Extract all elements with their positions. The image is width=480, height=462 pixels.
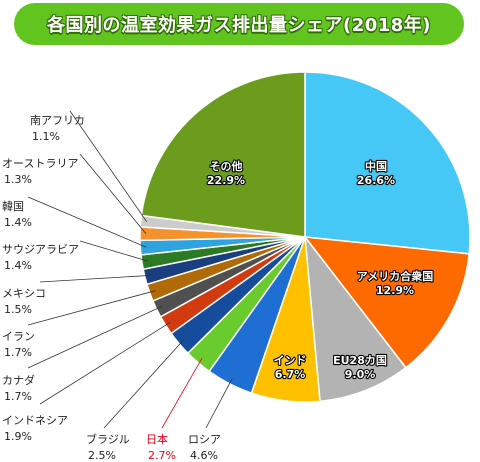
slice-value-canada: 1.7% bbox=[4, 390, 32, 403]
leader-line-japan bbox=[161, 357, 203, 429]
pie-slice-eu28 bbox=[304, 234, 407, 403]
leader-line-mexico bbox=[39, 274, 151, 283]
slice-value-others: 22.9% bbox=[207, 174, 245, 187]
slice-value-china: 26.6% bbox=[357, 174, 395, 187]
slice-value-iran: 1.7% bbox=[4, 346, 32, 359]
slice-value-korea: 1.4% bbox=[4, 216, 32, 229]
slice-value-russia: 4.6% bbox=[190, 449, 218, 462]
slice-label-mexico: メキシコ bbox=[2, 287, 46, 300]
slice-value-usa: 12.9% bbox=[376, 284, 414, 297]
slice-label-saudi-arabia: サウジアラビア bbox=[2, 243, 79, 256]
leader-line-iran bbox=[27, 290, 156, 326]
pie-slice-usa bbox=[303, 236, 470, 369]
slice-label-indonesia: インドネシア bbox=[2, 414, 68, 427]
pie-slice-china bbox=[304, 71, 471, 255]
slice-value-saudi-arabia: 1.4% bbox=[4, 259, 32, 272]
slice-label-china: 中国 bbox=[365, 159, 387, 173]
pie-slices bbox=[139, 71, 471, 403]
slice-value-eu28: 9.0% bbox=[345, 368, 376, 381]
leader-line-australia bbox=[79, 153, 147, 235]
slice-label-india: インド bbox=[274, 354, 307, 367]
slice-value-indonesia: 1.9% bbox=[4, 430, 32, 443]
leader-line-canada bbox=[27, 305, 163, 369]
leader-lines bbox=[27, 110, 233, 429]
slice-value-india: 6.7% bbox=[275, 368, 306, 381]
slice-label-iran: イラン bbox=[2, 330, 35, 343]
slice-label-russia: ロシア bbox=[188, 433, 221, 446]
leader-line-korea bbox=[27, 196, 147, 248]
chart-title-bar: 各国別の温室効果ガス排出量シェア(2018年) bbox=[14, 3, 464, 45]
slice-label-korea: 韓国 bbox=[2, 200, 24, 213]
slice-label-australia: オーストラリア bbox=[2, 157, 78, 170]
slice-label-canada: カナダ bbox=[2, 373, 35, 387]
chart-title: 各国別の温室効果ガス排出量シェア(2018年) bbox=[46, 15, 432, 36]
slice-value-mexico: 1.5% bbox=[4, 303, 32, 316]
slice-value-brazil: 2.5% bbox=[88, 449, 116, 462]
leader-line-brazil bbox=[103, 339, 184, 429]
slice-label-others: その他 bbox=[210, 159, 243, 173]
slice-value-south-africa: 1.1% bbox=[32, 130, 60, 143]
pie-slice-others bbox=[140, 71, 306, 238]
leader-line-saudi-arabia bbox=[79, 240, 148, 262]
slice-label-eu28: EU28カ国 bbox=[333, 354, 387, 367]
leader-line-indonesia bbox=[39, 321, 171, 405]
slice-label-japan: 日本 bbox=[146, 432, 168, 446]
slice-value-australia: 1.3% bbox=[4, 173, 32, 186]
slice-label-usa: アメリカ合衆国 bbox=[357, 269, 433, 283]
slice-label-south-africa: 南アフリカ bbox=[30, 114, 85, 127]
leader-line-russia bbox=[205, 378, 233, 429]
slice-value-japan: 2.7% bbox=[148, 449, 176, 462]
slice-label-brazil: ブラジル bbox=[86, 432, 130, 446]
leader-line-south-africa bbox=[69, 110, 148, 222]
